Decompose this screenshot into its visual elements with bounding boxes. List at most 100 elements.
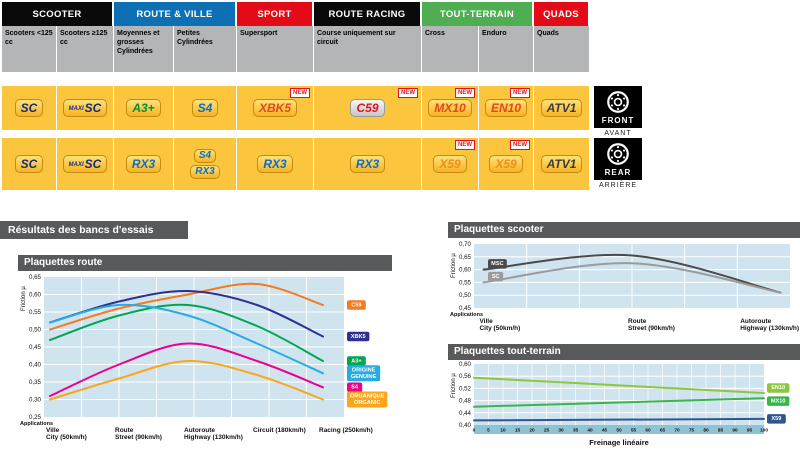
svg-text:S4: S4 bbox=[351, 385, 359, 391]
category-quads: Quads bbox=[534, 26, 590, 72]
svg-text:ORGANIQUE: ORGANIQUE bbox=[350, 394, 385, 400]
product-badge-maxi-sc: MAXISC bbox=[62, 154, 108, 174]
svg-text:0,65: 0,65 bbox=[29, 274, 42, 281]
series-label-xbk5: XBK5 bbox=[347, 331, 370, 342]
new-badge: NEW bbox=[455, 140, 475, 150]
group-header-tout-terrain: TOUT-TERRAIN bbox=[422, 2, 534, 26]
rear-side-indicator: REAR ARRIÈRE bbox=[594, 138, 642, 189]
product-badge-xbk5: XBK5 bbox=[252, 98, 297, 118]
svg-text:0,45: 0,45 bbox=[29, 344, 42, 351]
chart-route-title: Plaquettes route bbox=[18, 255, 392, 271]
product-cell: SC bbox=[2, 86, 57, 130]
category-scooters-125-cc: Scooters <125 cc bbox=[2, 26, 57, 72]
front-brake-disc-icon bbox=[607, 91, 629, 113]
series-label-a3: A3+ bbox=[347, 356, 366, 366]
svg-text:0,50: 0,50 bbox=[29, 327, 42, 334]
new-badge: NEW bbox=[510, 88, 530, 98]
rear-box: REAR bbox=[594, 138, 642, 180]
category-cross: Cross bbox=[422, 26, 479, 72]
svg-text:100: 100 bbox=[760, 428, 768, 434]
svg-text:85: 85 bbox=[718, 428, 724, 434]
svg-text:25: 25 bbox=[544, 428, 550, 434]
svg-text:EN10: EN10 bbox=[771, 385, 785, 391]
product-badge-mx10: MX10 bbox=[428, 98, 472, 118]
product-cell: S4 bbox=[174, 86, 237, 130]
svg-text:80: 80 bbox=[703, 428, 709, 434]
product-badge-c59: C59 bbox=[350, 98, 385, 118]
svg-text:0,44: 0,44 bbox=[459, 410, 472, 417]
svg-text:Route: Route bbox=[628, 318, 647, 325]
chart-plaquettes-route: Plaquettes route 0,25 0,30 0,35 0,40 0,45 0,5… bbox=[18, 255, 392, 457]
svg-text:10: 10 bbox=[500, 428, 506, 434]
rear-brake-disc-icon bbox=[607, 143, 629, 165]
svg-text:40: 40 bbox=[587, 428, 593, 434]
product-badge-atv1: ATV1 bbox=[540, 98, 583, 118]
svg-text:C59: C59 bbox=[351, 302, 361, 308]
group-header-row: SCOOTER ROUTE & VILLE SPORT ROUTE RACING TOU… bbox=[2, 2, 590, 26]
svg-text:Ville: Ville bbox=[46, 427, 60, 434]
product-selection-table: SCOOTER ROUTE & VILLE SPORT ROUTE RACING TOU… bbox=[2, 2, 590, 190]
svg-text:Friction µ: Friction µ bbox=[451, 373, 457, 398]
svg-text:ORIGINE: ORIGINE bbox=[352, 367, 376, 373]
svg-text:ORGANIC: ORGANIC bbox=[354, 400, 380, 406]
product-badge-s4: S4 bbox=[191, 98, 219, 118]
category-row: Scooters <125 cc Scooters ≥125 cc Moyennes… bbox=[2, 26, 590, 72]
svg-text:50: 50 bbox=[616, 428, 622, 434]
front-label: FRONT bbox=[601, 116, 635, 125]
svg-text:0,65: 0,65 bbox=[459, 254, 472, 261]
svg-text:X59: X59 bbox=[771, 416, 781, 422]
svg-text:MSC: MSC bbox=[491, 261, 503, 267]
product-cell: SC bbox=[2, 138, 57, 190]
product-cell: NEW X59 bbox=[479, 138, 534, 190]
svg-text:0,60: 0,60 bbox=[459, 361, 472, 368]
product-cell: MAXISC bbox=[57, 86, 114, 130]
svg-text:35: 35 bbox=[573, 428, 579, 434]
svg-text:Highway (130km/h): Highway (130km/h) bbox=[740, 325, 799, 332]
product-badge-x59: X59 bbox=[489, 154, 523, 174]
product-cell: RX3 bbox=[237, 138, 314, 190]
svg-text:55: 55 bbox=[631, 428, 637, 434]
svg-text:0,56: 0,56 bbox=[459, 373, 472, 380]
svg-text:0,40: 0,40 bbox=[29, 362, 42, 369]
product-cell: NEW X59 bbox=[422, 138, 479, 190]
category-scooters-125-cc: Scooters ≥125 cc bbox=[57, 26, 114, 72]
chart-route-svg: 0,25 0,30 0,35 0,40 0,45 0,50 0,55 0,60 0,65Fric… bbox=[20, 274, 388, 441]
group-header-sport: SPORT bbox=[237, 2, 314, 26]
product-badge-atv1: ATV1 bbox=[540, 154, 583, 174]
svg-text:0,70: 0,70 bbox=[459, 241, 472, 248]
chart-scooter-title: Plaquettes scooter bbox=[448, 222, 800, 238]
svg-text:0,60: 0,60 bbox=[459, 267, 472, 274]
svg-text:0,50: 0,50 bbox=[459, 292, 472, 299]
product-badge-en10: EN10 bbox=[484, 98, 528, 118]
svg-text:90: 90 bbox=[732, 428, 738, 434]
product-badge-rx3: RX3 bbox=[257, 154, 293, 174]
svg-text:MX10: MX10 bbox=[771, 398, 786, 404]
svg-text:70: 70 bbox=[674, 428, 680, 434]
svg-text:Street (90km/h): Street (90km/h) bbox=[115, 434, 162, 441]
svg-text:XBK5: XBK5 bbox=[351, 334, 366, 340]
rear-label: REAR bbox=[604, 168, 632, 177]
chart-plaquettes-scooter: Plaquettes scooter 0,45 0,50 0,55 0,60 0,65 0… bbox=[448, 222, 800, 342]
product-badge-maxi-sc: MAXISC bbox=[62, 98, 108, 118]
svg-text:Friction µ: Friction µ bbox=[21, 286, 27, 311]
svg-text:15: 15 bbox=[515, 428, 521, 434]
svg-text:0,35: 0,35 bbox=[29, 379, 42, 386]
svg-text:0,40: 0,40 bbox=[459, 422, 472, 429]
svg-text:60: 60 bbox=[645, 428, 651, 434]
category-course-uniquement-sur-circuit: Course uniquement sur circuit bbox=[314, 26, 422, 72]
svg-text:95: 95 bbox=[747, 428, 753, 434]
svg-text:0,55: 0,55 bbox=[459, 279, 472, 286]
group-header-scooter: SCOOTER bbox=[2, 2, 114, 26]
product-badge-rx3: RX3 bbox=[349, 154, 386, 174]
svg-text:Freinage linéaire: Freinage linéaire bbox=[589, 438, 649, 447]
rear-products-row: SC MAXISC RX3 S4 RX3 RX3 RX3 NEW X59 NEW X59 ATV1 bbox=[2, 138, 590, 190]
svg-text:0,55: 0,55 bbox=[29, 309, 42, 316]
product-cell: MAXISC bbox=[57, 138, 114, 190]
svg-text:Route: Route bbox=[115, 427, 134, 434]
product-badge-x59: X59 bbox=[433, 154, 467, 174]
